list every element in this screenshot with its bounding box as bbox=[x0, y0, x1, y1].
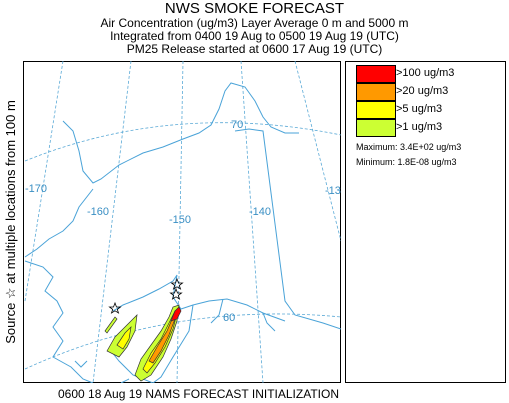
source-marker bbox=[108, 301, 122, 314]
source-markers bbox=[108, 277, 184, 314]
legend-minimum: Minimum: 1.8E-08 ug/m3 bbox=[356, 157, 457, 167]
lon-130-line bbox=[294, 60, 342, 242]
lon-label-150: -150 bbox=[169, 214, 191, 226]
legend-maximum: Maximum: 3.4E+02 ug/m3 bbox=[356, 142, 462, 152]
legend-swatch-5 bbox=[356, 101, 396, 119]
lon-label-170: -170 bbox=[25, 183, 47, 195]
map-title: NWS SMOKE FORECAST bbox=[164, 0, 345, 17]
source-side-label: Source ☆ at multiple locations from 100 … bbox=[0, 61, 20, 383]
legend-label-5: >5 ug/m3 bbox=[396, 103, 443, 115]
legend-label-1: >1 ug/m3 bbox=[396, 121, 443, 133]
lon-label-140: -140 bbox=[249, 206, 271, 218]
integration-period: Integrated from 0400 19 Aug to 0500 19 A… bbox=[110, 29, 399, 43]
concentration-subtitle: Air Concentration (ug/m3) Layer Average … bbox=[100, 16, 409, 30]
lat-label-60: 60 bbox=[223, 312, 235, 324]
legend-item-100: >100 ug/m3 bbox=[356, 65, 496, 83]
legend-swatch-20 bbox=[356, 83, 396, 101]
lat-70-line bbox=[24, 122, 342, 162]
legend-swatch-100 bbox=[356, 65, 396, 83]
lon-label-130: -130 bbox=[325, 185, 341, 197]
source-marker bbox=[169, 287, 183, 300]
legend-item-1: >1 ug/m3 bbox=[356, 119, 496, 137]
forecast-map[interactable]: -170 -160 -150 -140 -130 70 60 bbox=[23, 60, 347, 384]
lon-150-line bbox=[176, 60, 184, 384]
lat-label-70: 70 bbox=[231, 119, 243, 131]
lon-170-line bbox=[24, 60, 64, 302]
smoke-plume-east bbox=[134, 304, 182, 382]
legend-panel: >100 ug/m3 >20 ug/m3 >5 ug/m3 >1 ug/m3 M… bbox=[345, 61, 506, 383]
source-marker bbox=[170, 277, 184, 290]
legend-swatch-1 bbox=[356, 119, 396, 137]
source-label-text: Source ☆ at multiple locations from 100 … bbox=[3, 100, 18, 344]
lon-140-line bbox=[240, 60, 264, 384]
lon-label-160: -160 bbox=[87, 206, 109, 218]
forecast-initialization: 0600 18 Aug 19 NAMS FORECAST INITIALIZAT… bbox=[58, 387, 339, 401]
lon-160-line bbox=[92, 60, 132, 384]
legend-label-20: >20 ug/m3 bbox=[396, 85, 449, 97]
smoke-plume-west bbox=[104, 314, 138, 358]
legend-label-100: >100 ug/m3 bbox=[396, 67, 455, 79]
map-border bbox=[23, 61, 341, 383]
legend-item-5: >5 ug/m3 bbox=[356, 101, 496, 119]
release-start: PM25 Release started at 0600 17 Aug 19 (… bbox=[126, 42, 383, 56]
legend-item-20: >20 ug/m3 bbox=[356, 83, 496, 101]
graticule bbox=[24, 60, 342, 384]
